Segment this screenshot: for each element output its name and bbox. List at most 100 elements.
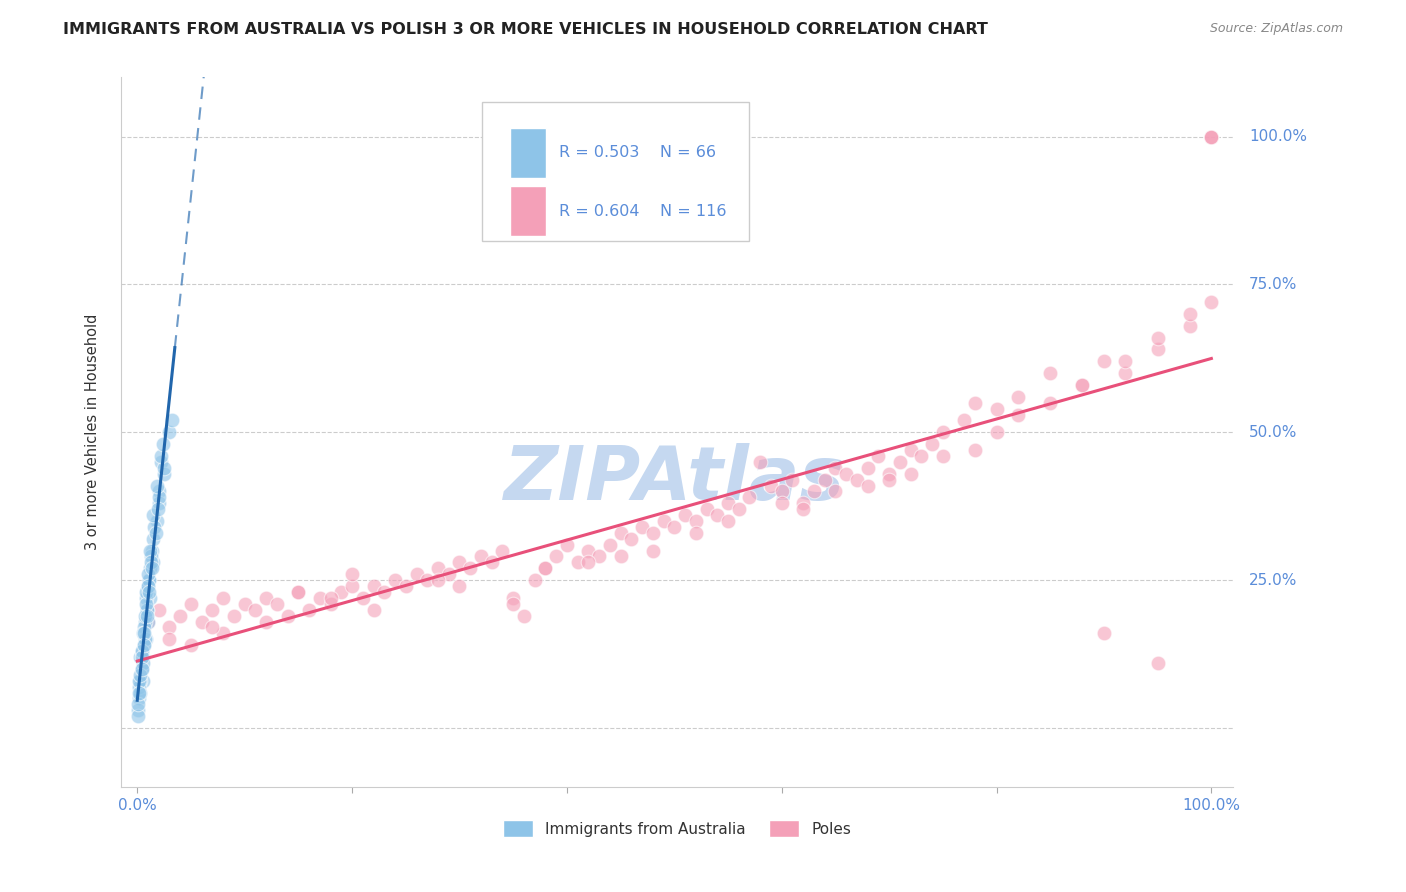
Poles <box>169 608 191 623</box>
Immigrants from Australia <box>148 484 170 499</box>
Poles <box>921 437 943 451</box>
Immigrants from Australia <box>135 591 157 605</box>
Poles <box>555 538 578 552</box>
Immigrants from Australia <box>134 615 156 629</box>
Poles <box>534 561 557 575</box>
Poles <box>148 603 170 617</box>
Immigrants from Australia <box>132 620 155 634</box>
Poles <box>546 549 568 564</box>
Immigrants from Australia <box>145 478 167 492</box>
Immigrants from Australia <box>142 508 165 522</box>
Immigrants from Australia <box>131 626 153 640</box>
Immigrants from Australia <box>149 449 172 463</box>
Poles <box>405 567 427 582</box>
Poles <box>792 502 814 516</box>
Text: 25.0%: 25.0% <box>1249 573 1298 588</box>
Immigrants from Australia <box>141 561 163 575</box>
Poles <box>513 608 536 623</box>
Poles <box>963 443 986 458</box>
Poles <box>824 460 846 475</box>
Poles <box>1007 390 1029 404</box>
Poles <box>254 591 277 605</box>
Poles <box>953 413 976 427</box>
Immigrants from Australia <box>135 585 157 599</box>
Poles <box>932 449 955 463</box>
Poles <box>427 573 450 587</box>
Poles <box>254 615 277 629</box>
Poles <box>609 525 631 540</box>
Immigrants from Australia <box>142 555 165 569</box>
Poles <box>201 603 224 617</box>
Immigrants from Australia <box>131 650 153 665</box>
Immigrants from Australia <box>129 667 152 681</box>
Immigrants from Australia <box>128 673 150 688</box>
Immigrants from Australia <box>141 555 163 569</box>
Immigrants from Australia <box>127 709 149 723</box>
Text: 100.0%: 100.0% <box>1249 129 1308 145</box>
Poles <box>986 425 1008 440</box>
Text: IMMIGRANTS FROM AUSTRALIA VS POLISH 3 OR MORE VEHICLES IN HOUSEHOLD CORRELATION : IMMIGRANTS FROM AUSTRALIA VS POLISH 3 OR… <box>63 22 988 37</box>
Poles <box>136 615 159 629</box>
Poles <box>835 467 858 481</box>
Immigrants from Australia <box>135 603 157 617</box>
Poles <box>717 514 740 528</box>
Poles <box>159 620 181 634</box>
Poles <box>900 443 922 458</box>
Immigrants from Australia <box>131 644 153 658</box>
Poles <box>609 549 631 564</box>
Poles <box>738 491 761 505</box>
Immigrants from Australia <box>145 525 167 540</box>
Poles <box>641 525 664 540</box>
Immigrants from Australia <box>132 638 155 652</box>
Immigrants from Australia <box>131 673 153 688</box>
Poles <box>245 603 267 617</box>
Poles <box>1201 129 1223 144</box>
Poles <box>502 597 524 611</box>
Immigrants from Australia <box>128 691 150 706</box>
Text: 50.0%: 50.0% <box>1249 425 1298 440</box>
Poles <box>1039 395 1062 409</box>
Immigrants from Australia <box>139 591 162 605</box>
Poles <box>523 573 546 587</box>
Poles <box>427 561 450 575</box>
Immigrants from Australia <box>127 698 149 712</box>
Immigrants from Australia <box>149 455 172 469</box>
Poles <box>201 620 224 634</box>
Poles <box>1114 354 1136 368</box>
Poles <box>588 549 610 564</box>
Poles <box>416 573 439 587</box>
Poles <box>308 591 330 605</box>
Poles <box>749 455 772 469</box>
Immigrants from Australia <box>138 573 160 587</box>
Poles <box>352 591 374 605</box>
Poles <box>1092 354 1115 368</box>
Poles <box>491 543 513 558</box>
Immigrants from Australia <box>146 502 169 516</box>
Poles <box>481 555 503 569</box>
Immigrants from Australia <box>141 549 163 564</box>
Poles <box>963 395 986 409</box>
Poles <box>631 520 654 534</box>
Immigrants from Australia <box>131 662 153 676</box>
Immigrants from Australia <box>135 608 157 623</box>
Poles <box>287 585 309 599</box>
Poles <box>180 638 202 652</box>
Poles <box>727 502 749 516</box>
Poles <box>868 449 890 463</box>
Immigrants from Australia <box>139 561 162 575</box>
Poles <box>706 508 728 522</box>
Poles <box>782 473 804 487</box>
Poles <box>1146 331 1168 345</box>
Poles <box>1146 343 1168 357</box>
Poles <box>910 449 932 463</box>
Immigrants from Australia <box>139 543 162 558</box>
Immigrants from Australia <box>136 579 159 593</box>
Immigrants from Australia <box>128 680 150 694</box>
Immigrants from Australia <box>153 460 176 475</box>
Poles <box>792 496 814 510</box>
Poles <box>641 543 664 558</box>
Poles <box>159 632 181 647</box>
Poles <box>222 608 245 623</box>
Poles <box>986 401 1008 416</box>
Poles <box>889 455 911 469</box>
